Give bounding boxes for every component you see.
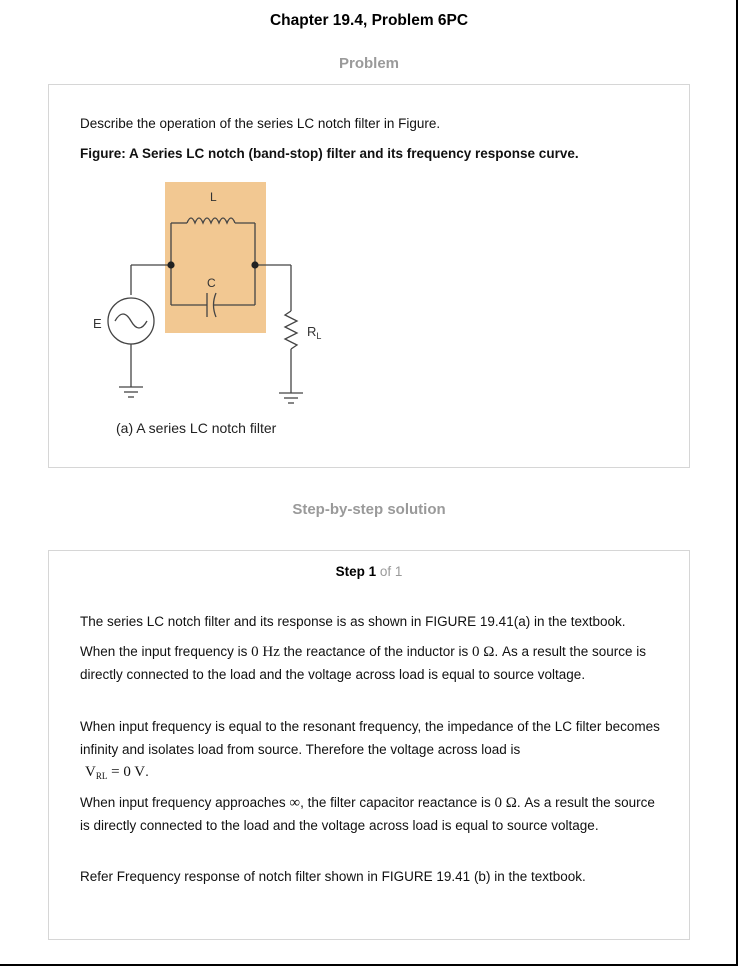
solution-paragraph-3: When input frequency is equal to the res… xyxy=(80,716,660,788)
lc-notch-filter-figure: L C E RL (a) A series LC notch filter xyxy=(79,173,359,453)
solution-paragraph-4: When input frequency approaches ∞, the f… xyxy=(80,792,660,837)
left-node-dot xyxy=(167,261,174,268)
sine-wave xyxy=(115,314,147,328)
problem-description: Describe the operation of the series LC … xyxy=(80,113,660,136)
math-vrl-zero: VRL = 0 V xyxy=(85,764,145,780)
problem-box: Describe the operation of the series LC … xyxy=(48,84,690,468)
math-zero-ohm-2: 0 Ω xyxy=(494,795,516,811)
solution-heading: Step-by-step solution xyxy=(0,501,738,518)
resistor-zigzag xyxy=(285,311,297,349)
figure-title: Figure: A Series LC notch (band-stop) fi… xyxy=(80,143,660,166)
capacitor-label: C xyxy=(207,276,216,290)
resistor-label-sub: L xyxy=(316,331,321,341)
inductor-label: L xyxy=(210,190,217,204)
figure-caption: (a) A series LC notch filter xyxy=(116,420,277,436)
resistor-label: RL xyxy=(307,324,321,341)
step-number: Step 1 xyxy=(336,564,377,579)
filter-shaded-region xyxy=(165,182,266,333)
math-zero-ohm: 0 Ω xyxy=(472,644,494,660)
math-infinity: ∞ xyxy=(289,795,300,811)
step-indicator: Step 1 of 1 xyxy=(49,564,689,579)
solution-paragraph-1: The series LC notch filter and its respo… xyxy=(80,611,660,634)
problem-heading: Problem xyxy=(0,55,738,72)
page-title: Chapter 19.4, Problem 6PC xyxy=(0,12,738,30)
solution-box: Step 1 of 1 The series LC notch filter a… xyxy=(48,550,690,940)
math-zero-hz: 0 Hz xyxy=(251,644,280,660)
solution-paragraph-2: When the input frequency is 0 Hz the rea… xyxy=(80,641,660,686)
solution-paragraph-5: Refer Frequency response of notch filter… xyxy=(80,866,660,889)
right-node-dot xyxy=(251,261,258,268)
source-label: E xyxy=(93,316,102,331)
step-of: of 1 xyxy=(380,564,403,579)
